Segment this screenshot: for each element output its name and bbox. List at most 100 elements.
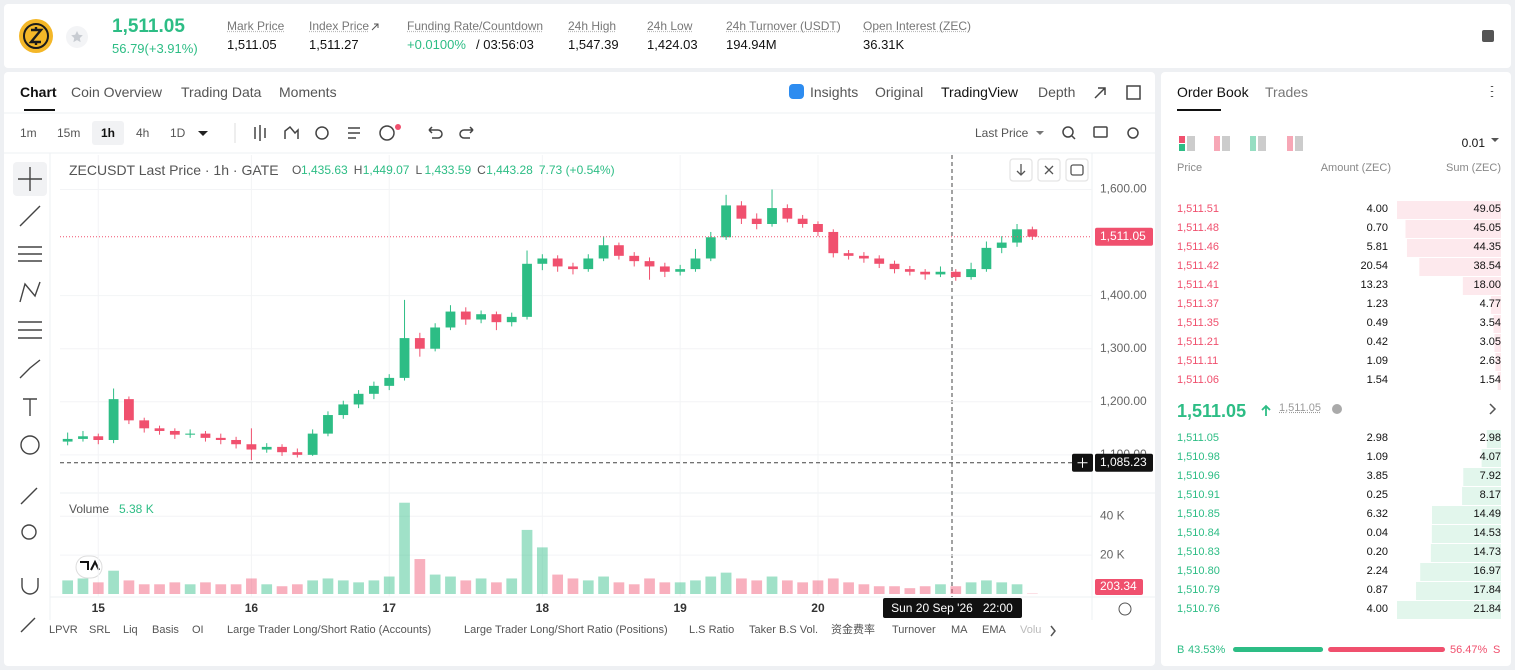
window-icon[interactable] [1126,85,1141,100]
channel-tool[interactable] [18,246,42,262]
ob-price[interactable]: 1,511.21 [1177,336,1220,348]
chevron[interactable] [1050,625,1056,637]
indicator-tab[interactable]: Large Trader Long/Short Ratio (Accounts) [227,624,432,636]
price-type[interactable]: Last Price [975,126,1029,140]
indicator-tab[interactable]: EMA [982,624,1006,636]
ob-price[interactable]: 1,511.37 [1177,298,1220,310]
ob-price[interactable]: 1,511.42 [1177,260,1220,272]
interval[interactable]: 1m [20,126,37,140]
ob-price[interactable]: 1,510.91 [1177,489,1220,501]
notes-icon[interactable] [1482,30,1494,42]
pattern-tool[interactable] [19,281,41,303]
indicator-tab[interactable]: Volu [1020,624,1042,636]
candle-body [598,245,609,259]
ob-price[interactable]: 1,510.98 [1177,451,1220,463]
ruler-tool[interactable] [20,487,38,505]
depth-bar [1493,315,1501,333]
indicator-tab[interactable]: MA [951,624,968,636]
indicator-tab[interactable]: SRL [89,624,111,636]
ob-price[interactable]: 1,511.46 [1177,241,1220,253]
line-tool[interactable] [19,205,41,227]
indicator-tab[interactable]: Large Trader Long/Short Ratio (Positions… [464,624,668,636]
brush-tool[interactable] [19,359,41,379]
precision: 0.01 [1461,136,1485,150]
candle-type-icon[interactable] [254,125,266,141]
ob-price[interactable]: 1,510.79 [1177,584,1220,596]
ob-amount: 1.09 [1366,355,1388,367]
candle-body [323,415,333,434]
indicator-tab[interactable]: OI [192,624,204,636]
indicator-tab[interactable]: Taker B.S Vol. [749,624,819,636]
y-tick-label: 1,300.00 [1100,341,1147,355]
camera-icon[interactable] [1093,126,1108,138]
indicator-tab[interactable]: 资金费率 [831,624,875,636]
plus-icon [1077,457,1088,468]
chart-tab[interactable]: Moments [279,84,337,100]
magnet-tool[interactable] [21,578,39,595]
ob-price[interactable]: 1,510.84 [1177,527,1220,539]
crosshair-tool[interactable] [18,167,42,191]
volume-bar [644,578,655,594]
ob-price[interactable]: 1,511.41 [1177,279,1220,291]
indicator-tab[interactable]: LPVR [49,624,78,636]
interval[interactable]: 4h [136,126,150,140]
indicator-icon[interactable] [284,125,299,139]
settings-icon[interactable] [1127,127,1139,139]
ob-tab[interactable]: Order Book [1177,84,1249,100]
up-arrow [1261,404,1271,416]
btn[interactable] [1009,158,1033,182]
view-tab[interactable]: Original [875,84,924,100]
view-tab[interactable]: Insights [810,84,859,100]
ob-price[interactable]: 1,510.80 [1177,565,1220,577]
indicator-tab[interactable]: Turnover [892,624,936,636]
caret[interactable] [1491,138,1499,142]
pencil-tool[interactable] [20,617,36,633]
ob-price[interactable]: 1,510.83 [1177,546,1220,558]
search-icon[interactable] [1062,126,1074,138]
depth-bar [1463,468,1501,486]
emoji-tool[interactable] [20,435,40,455]
ob-price[interactable]: 1,511.05 [1177,432,1220,444]
zoom-tool[interactable] [21,524,37,540]
caret[interactable] [1036,131,1044,135]
ob-price[interactable]: 1,510.96 [1177,470,1220,482]
ob-price[interactable]: 1,511.11 [1177,355,1219,367]
btn[interactable] [1065,158,1089,182]
ob-price[interactable]: 1,511.48 [1177,222,1220,234]
stat-value: +0.0100% [407,37,466,52]
candle-body [996,242,1007,248]
interval[interactable]: 15m [57,126,81,140]
expand-icon[interactable] [1094,87,1106,99]
indicator-tab[interactable]: Basis [152,624,179,636]
volume-bar [138,584,150,594]
ob-price[interactable]: 1,510.85 [1177,508,1220,520]
replay-icon[interactable] [315,126,329,140]
ob-price[interactable]: 1,510.76 [1177,603,1220,615]
indicator-tab[interactable]: Liq [123,624,138,636]
ob-price[interactable]: 1,511.35 [1177,317,1220,329]
undo-icon[interactable] [428,126,443,139]
template-icon[interactable] [348,127,360,139]
axis-settings[interactable] [1118,602,1132,616]
view-tab[interactable]: Depth [1038,84,1076,100]
redo-icon[interactable] [459,126,474,139]
stat-label: Open Interest (ZEC) [863,19,972,33]
view-tab[interactable]: TradingView [941,84,1019,100]
indicator-tab[interactable]: L.S Ratio [689,624,735,636]
ob-price[interactable]: 1,511.06 [1177,374,1220,386]
chart-tab[interactable]: Trading Data [181,84,262,100]
btn[interactable] [1037,158,1061,182]
ob-price[interactable]: 1,511.51 [1177,203,1220,215]
text-tool[interactable] [23,398,37,416]
interval[interactable]: 1D [170,126,186,140]
chart-tab[interactable]: Coin Overview [71,84,163,100]
interval[interactable]: 1h [101,126,116,140]
fib-tool[interactable] [18,321,42,339]
ob-tab[interactable]: Trades [1265,84,1309,100]
chevron[interactable] [1489,403,1497,415]
caret[interactable] [198,131,208,136]
chart-tab[interactable]: Chart [20,84,57,100]
add-icon[interactable] [379,125,395,141]
candle-body [231,439,241,445]
candle-body [215,437,226,440]
